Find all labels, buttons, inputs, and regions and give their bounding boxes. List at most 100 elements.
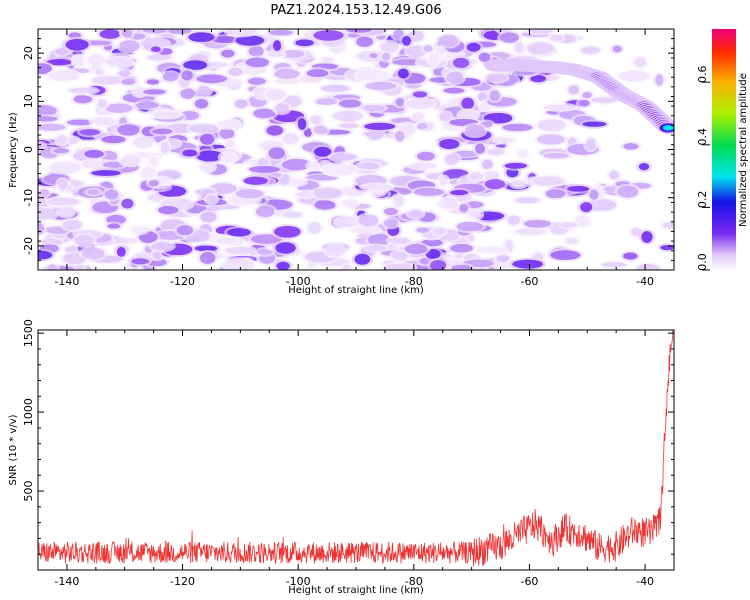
colorbar-segment (712, 243, 736, 247)
colorbar: 0.0 0.2 0.4 0.6 Normalized spectral amplitu… (696, 29, 749, 271)
spectrogram-noise-blob (514, 42, 524, 54)
spectrogram-noise-blob (537, 119, 567, 132)
colorbar-segment (712, 177, 736, 181)
spectrogram-noise-blob (206, 195, 217, 204)
spectrogram-noise-blob (323, 164, 356, 176)
snr-y-axis-label: SNR (10 * v/v) (8, 414, 19, 485)
colorbar-segment (712, 205, 736, 209)
spectrogram-noise-blob (194, 98, 209, 109)
spectrogram-noise-blob (194, 245, 218, 252)
spectrogram-noise-blob (362, 105, 385, 112)
colorbar-segment (712, 135, 736, 139)
spectrogram-noise-blob (248, 165, 281, 173)
spectrogram-noise-blob (408, 209, 423, 218)
spectrogram-y-axis-label: Frequency (Hz) (8, 112, 19, 188)
spectrogram-noise-blob (56, 135, 68, 144)
spectrogram-noise-blob (53, 148, 70, 154)
spectrogram-noise-blob (545, 189, 566, 199)
spectrogram-noise-blob (527, 42, 554, 54)
colorbar-segment (712, 249, 736, 253)
spectrogram-noise-blob (121, 29, 133, 38)
spectrogram-noise-blob (532, 176, 565, 186)
spectrogram-noise-blob (413, 188, 445, 196)
spectrogram-noise-blob (297, 118, 307, 130)
spectrogram-noise-blob (55, 48, 69, 55)
spectrogram-noise-blob (199, 133, 215, 145)
spectrogram-noise-blob (537, 134, 565, 145)
spectrogram-noise-blob (417, 151, 435, 161)
colorbar-segment (712, 157, 736, 161)
spectrogram-noise-blob (350, 226, 381, 234)
spectrogram-noise-blob (281, 50, 305, 58)
spectrogram-noise-blob (313, 146, 332, 157)
spectrogram-noise-blob (511, 179, 526, 188)
spectrogram-noise-blob (306, 69, 329, 78)
spectrogram-noise-blob (429, 52, 440, 65)
spectrogram-noise-blob (180, 88, 195, 99)
spectrogram-noise-blob (257, 249, 273, 255)
colorbar-segment (712, 99, 736, 102)
spectrogram-noise-blob (283, 212, 303, 218)
spectrogram-noise-blob (146, 79, 159, 85)
spectrogram-noise-blob (200, 211, 217, 223)
spectrogram-noise-blob (655, 74, 664, 86)
spectrogram-noise-blob (189, 124, 219, 133)
spectrogram-noise-blob (150, 46, 161, 53)
colorbar-segment (712, 109, 736, 112)
snr-y-tick-label: 500 (22, 481, 35, 502)
spectrogram-noise-blob (392, 251, 408, 261)
spectrogram-noise-blob (580, 202, 593, 213)
spectrogram-noise-blob (106, 58, 133, 67)
colorbar-tick-label: 0.6 (696, 65, 709, 83)
spectrogram-noise-blob (39, 188, 50, 196)
spectrogram-noise-blob (47, 264, 58, 270)
spectrogram-noise-blob (456, 221, 484, 232)
colorbar-segment (712, 57, 736, 60)
spectrogram-noise-blob (638, 163, 650, 171)
spectrogram-x-tick-label: -120 (170, 275, 195, 288)
colorbar-tick-label: 0.2 (696, 191, 709, 209)
spectrogram-noise-blob (87, 54, 105, 66)
spectrogram-noise-blob (99, 29, 121, 39)
spectrogram-noise-blob (282, 158, 311, 171)
spectrogram-noise-blob (364, 122, 396, 131)
spectrogram-noise-blob (369, 53, 378, 59)
colorbar-segment (712, 219, 736, 223)
spectrogram-noise-blob (198, 85, 211, 96)
spectrogram-noise-blob (245, 57, 269, 68)
spectrogram-noise-blob (342, 264, 352, 270)
spectrogram-noise-blob (356, 69, 389, 81)
spectrogram-noise-blob (313, 30, 344, 41)
spectrogram-noise-blob (68, 87, 97, 94)
spectrogram-noise-blob (295, 39, 314, 47)
colorbar-segment (712, 75, 736, 78)
colorbar-segment (712, 263, 736, 267)
colorbar-segment (712, 207, 736, 211)
colorbar-segment (712, 149, 736, 153)
spectrogram-noise-blob (121, 198, 134, 209)
spectrogram-noise-blob (338, 99, 362, 108)
colorbar-segment (712, 33, 736, 36)
spectrogram-noise-blob (143, 89, 166, 95)
colorbar-segment (712, 131, 736, 135)
colorbar-segment (712, 191, 736, 195)
spectrogram-noise-blob (312, 187, 343, 199)
spectrogram-noise-blob (140, 39, 168, 48)
spectrogram-noise-blob (234, 99, 248, 109)
colorbar-segment (712, 195, 736, 199)
spectrogram-noise-blob (176, 225, 194, 236)
spectrogram-noise-blob (219, 127, 235, 140)
spectrogram-x-axis-label: Height of straight line (km) (288, 285, 424, 296)
spectrogram-noise-blob (101, 135, 126, 144)
spectrogram-noise-blob (158, 205, 179, 215)
colorbar-segment (712, 69, 736, 72)
spectrogram-noise-blob (486, 148, 505, 156)
spectrogram-noise-blob (38, 123, 66, 131)
spectrogram-noise-blob (315, 98, 338, 105)
spectrogram-noise-blob (265, 89, 286, 101)
spectrogram-noise-blob (395, 130, 405, 142)
colorbar-segment (712, 147, 736, 151)
spectrogram-noise-blob (221, 49, 235, 58)
colorbar-segment (712, 39, 736, 42)
spectrogram-noise-blob (267, 51, 284, 58)
